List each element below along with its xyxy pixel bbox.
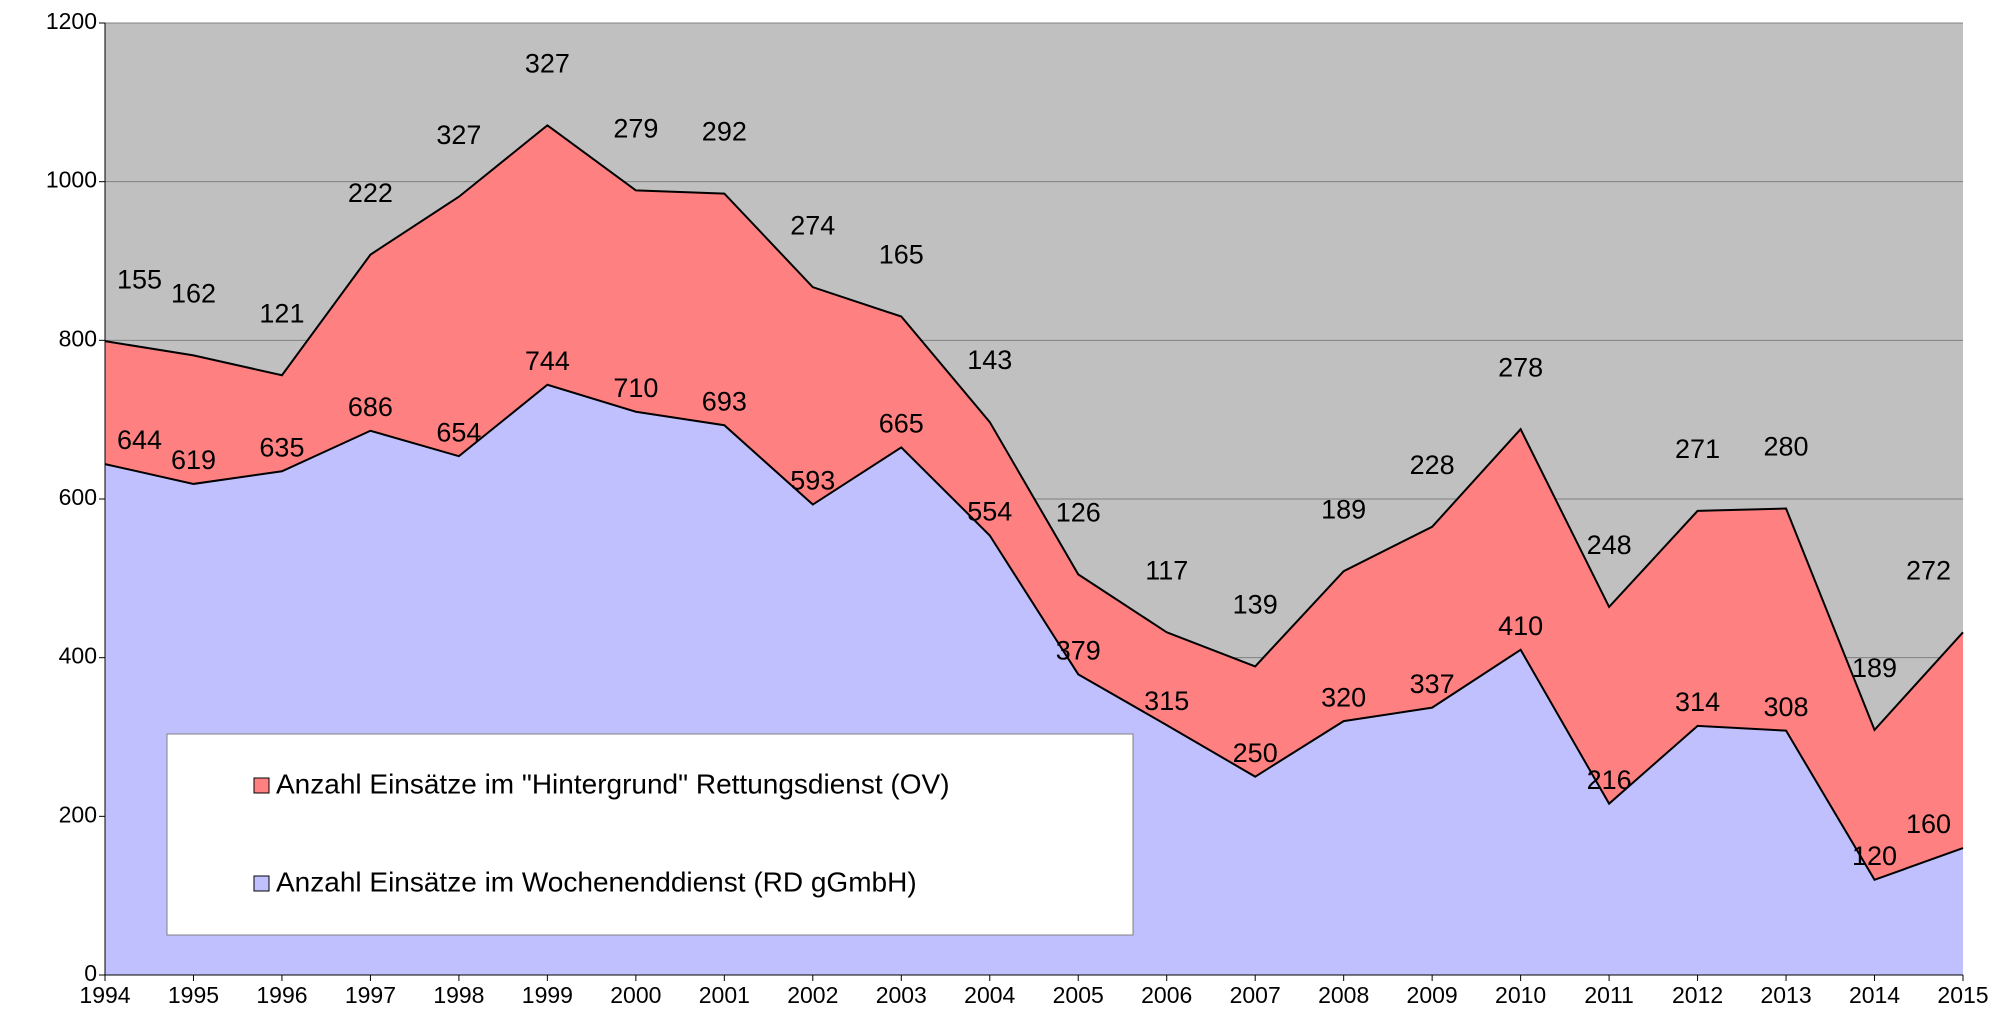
x-tick-label: 1996 [256, 982, 307, 1008]
data-label: 410 [1498, 611, 1543, 641]
x-tick-label: 2012 [1672, 982, 1723, 1008]
y-tick-label: 1200 [46, 8, 97, 34]
data-label: 271 [1675, 434, 1720, 464]
data-label: 117 [1145, 555, 1188, 585]
data-label: 665 [879, 409, 924, 439]
x-tick-label: 2011 [1584, 982, 1633, 1008]
data-label: 337 [1410, 669, 1455, 699]
data-label: 162 [171, 279, 216, 309]
y-tick-label: 600 [59, 484, 97, 510]
x-tick-label: 2002 [787, 982, 838, 1008]
x-tick-label: 2015 [1937, 982, 1988, 1008]
data-label: 189 [1321, 494, 1366, 524]
x-tick-label: 2006 [1141, 982, 1192, 1008]
data-label: 139 [1233, 590, 1278, 620]
x-tick-label: 1997 [345, 982, 396, 1008]
x-tick-label: 2014 [1849, 982, 1900, 1008]
data-label: 121 [259, 298, 304, 328]
x-tick-label: 1994 [79, 982, 130, 1008]
y-tick-label: 800 [59, 325, 97, 351]
data-label: 126 [1056, 497, 1101, 527]
data-label: 744 [525, 346, 570, 376]
data-label: 315 [1144, 686, 1189, 716]
data-label: 272 [1906, 555, 1951, 585]
x-tick-label: 2001 [699, 982, 750, 1008]
x-tick-label: 2005 [1053, 982, 1104, 1008]
y-tick-label: 200 [59, 801, 97, 827]
x-tick-label: 1995 [168, 982, 219, 1008]
data-label: 327 [525, 48, 570, 78]
data-label: 250 [1233, 738, 1278, 768]
data-label: 619 [171, 445, 216, 475]
data-label: 279 [613, 114, 658, 144]
x-tick-label: 2010 [1495, 982, 1546, 1008]
data-label: 189 [1852, 653, 1897, 683]
data-label: 308 [1764, 692, 1809, 722]
data-label: 120 [1852, 841, 1897, 871]
data-label: 278 [1498, 352, 1543, 382]
legend-swatch [253, 777, 270, 794]
data-label: 280 [1764, 432, 1809, 462]
data-label: 693 [702, 386, 747, 416]
data-label: 274 [790, 210, 835, 240]
area [105, 125, 1963, 880]
data-label: 379 [1056, 635, 1101, 665]
data-label: 143 [967, 345, 1012, 375]
legend-label: Anzahl Einsätze im "Hintergrund" Rettung… [276, 768, 950, 799]
x-tick-label: 1999 [522, 982, 573, 1008]
data-label: 710 [613, 373, 658, 403]
legend-label: Anzahl Einsätze im Wochenenddienst (RD g… [276, 866, 917, 897]
data-label: 314 [1675, 687, 1720, 717]
area-outline [104, 124, 1964, 732]
x-tick-label: 2003 [876, 982, 927, 1008]
data-label: 593 [790, 466, 835, 496]
data-label: 216 [1587, 765, 1632, 795]
legend [166, 733, 1134, 936]
data-label: 686 [348, 392, 393, 422]
data-label: 248 [1587, 530, 1632, 560]
data-label: 554 [967, 497, 1012, 527]
data-label: 320 [1321, 682, 1366, 712]
data-label: 165 [879, 240, 924, 270]
x-tick-label: 2004 [964, 982, 1015, 1008]
legend-swatch [253, 875, 270, 892]
x-tick-label: 2008 [1318, 982, 1369, 1008]
data-label: 635 [259, 432, 304, 462]
area-outline [104, 383, 1964, 882]
data-label: 155 [117, 264, 162, 294]
data-label: 654 [436, 417, 481, 447]
x-tick-label: 2007 [1230, 982, 1281, 1008]
y-tick-label: 400 [59, 643, 97, 669]
x-tick-label: 2000 [610, 982, 661, 1008]
data-label: 222 [348, 178, 393, 208]
data-label: 292 [702, 117, 747, 147]
data-label: 644 [117, 425, 162, 455]
data-label: 327 [436, 120, 481, 150]
x-tick-label: 2013 [1760, 982, 1811, 1008]
y-tick-label: 0 [84, 960, 97, 986]
y-tick-label: 1000 [46, 167, 97, 193]
data-label: 160 [1906, 809, 1951, 839]
x-tick-label: 2009 [1407, 982, 1458, 1008]
data-label: 228 [1410, 450, 1455, 480]
x-tick-label: 1998 [433, 982, 484, 1008]
